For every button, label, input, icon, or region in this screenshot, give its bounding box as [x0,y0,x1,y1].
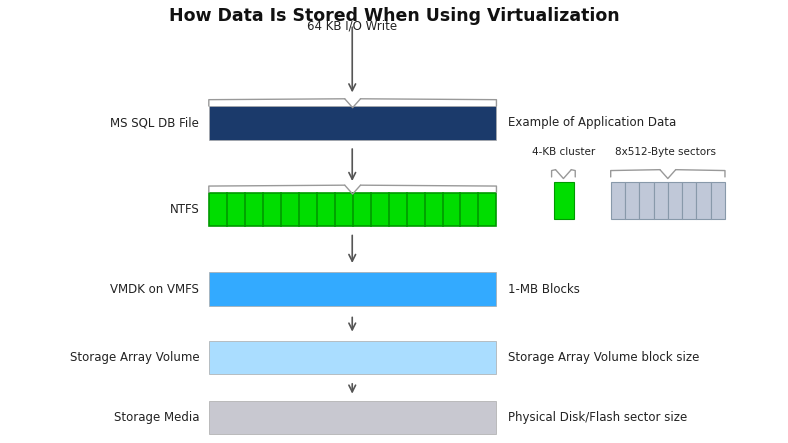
Text: NTFS: NTFS [169,203,199,216]
Bar [682,182,697,219]
Bar [611,182,625,219]
Bar [711,182,725,219]
Bar [668,182,682,219]
Text: How Data Is Stored When Using Virtualization: How Data Is Stored When Using Virtualiza… [169,7,619,25]
Text: VMDK on VMFS: VMDK on VMFS [110,283,199,295]
Bar [209,193,496,226]
Bar [209,401,496,434]
Text: Example of Application Data: Example of Application Data [508,117,677,129]
Bar [209,341,496,374]
Bar [625,182,639,219]
Text: 64 KB I/O Write: 64 KB I/O Write [307,20,397,33]
Text: Storage Media: Storage Media [113,411,199,424]
Text: MS SQL DB File: MS SQL DB File [110,117,199,129]
Bar [209,106,496,140]
Text: 8x512-Byte sectors: 8x512-Byte sectors [615,147,716,157]
Text: 4-KB cluster: 4-KB cluster [532,147,595,157]
Bar [209,272,496,306]
Bar [639,182,653,219]
Bar [554,182,574,219]
Text: Physical Disk/Flash sector size: Physical Disk/Flash sector size [508,411,687,424]
Bar [653,182,667,219]
Text: Storage Array Volume: Storage Array Volume [70,351,199,364]
Bar [697,182,711,219]
Text: Storage Array Volume block size: Storage Array Volume block size [508,351,700,364]
Text: 1-MB Blocks: 1-MB Blocks [508,283,580,295]
